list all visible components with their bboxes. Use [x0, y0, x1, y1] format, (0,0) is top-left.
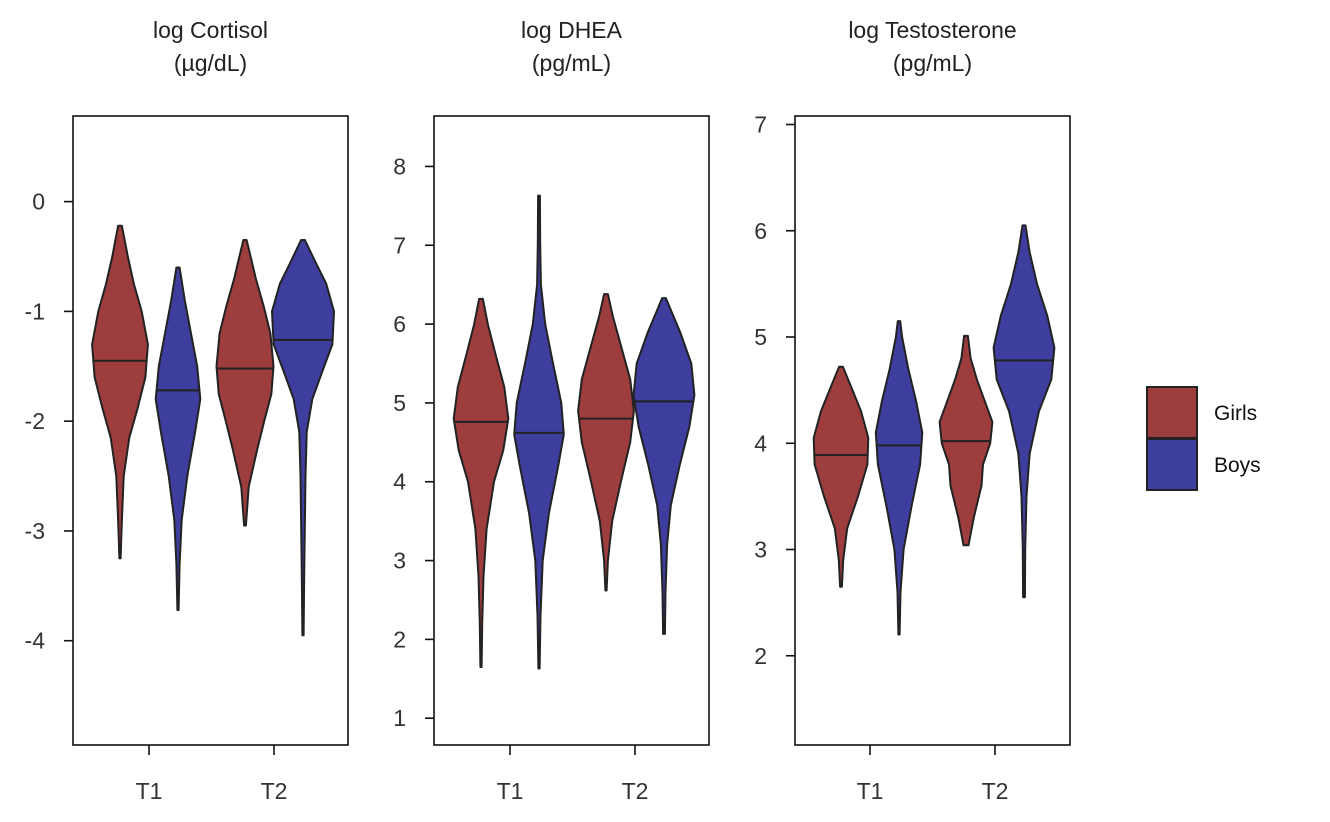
y-tick-label: 3 [754, 537, 767, 563]
violin-boys-t1 [874, 320, 924, 636]
y-tick-label: 2 [393, 626, 406, 652]
legend-label-girls: Girls [1214, 402, 1257, 425]
y-tick-label: 6 [393, 311, 406, 337]
panel-title-line2: (pg/mL) [532, 50, 611, 76]
legend-swatch-girls [1146, 386, 1198, 439]
y-tick-label: 6 [754, 218, 767, 244]
x-tick-label: T1 [857, 778, 884, 804]
y-tick-label: 5 [754, 324, 767, 350]
panel-title-line1: log Cortisol [153, 17, 268, 43]
y-tick-label: 5 [393, 390, 406, 416]
violin-girls-t2 [215, 239, 275, 527]
x-tick-label: T1 [136, 778, 163, 804]
y-tick-label: 7 [393, 232, 406, 258]
x-tick-label: T2 [261, 778, 288, 804]
x-tick-label: T1 [497, 778, 524, 804]
y-tick-label: -1 [25, 298, 45, 324]
legend: Girls Boys [1146, 386, 1261, 491]
panel-2: log DHEA (pg/mL) 8 7 6 5 4 3 2 1 T1 T2 [393, 17, 710, 804]
panel-title-line1: log DHEA [521, 17, 623, 43]
y-tick-label: 8 [393, 153, 406, 179]
plot-frame [794, 115, 1071, 746]
y-tick-label: 4 [754, 430, 767, 456]
y-tick-label: 3 [393, 548, 406, 574]
violin-boys-t2 [632, 297, 696, 635]
y-tick-label: 7 [754, 112, 767, 138]
x-tick-label: T2 [982, 778, 1009, 804]
panel-title-line2: (µg/dL) [174, 50, 247, 76]
panel-title-line2: (pg/mL) [893, 50, 972, 76]
violin-boys-t1 [154, 266, 202, 611]
y-tick-label: 4 [393, 469, 406, 495]
panel-3: log Testosterone (pg/mL) 7 6 5 4 3 2 T1 T2 [754, 17, 1071, 804]
legend-swatch-boys [1146, 438, 1198, 491]
violin-girls-t1 [91, 224, 149, 560]
violin-boys-t2 [271, 239, 335, 637]
y-tick-label: -2 [25, 408, 45, 434]
y-tick-label: 0 [32, 189, 45, 215]
plot-frame [72, 115, 349, 746]
y-tick-label: 2 [754, 643, 767, 669]
violin-boys-t2 [992, 224, 1056, 599]
plot-frame [433, 115, 710, 746]
x-tick-label: T2 [622, 778, 649, 804]
violin-girls-t1 [812, 365, 870, 588]
violin-girls-t2 [577, 293, 635, 592]
legend-label-boys: Boys [1214, 454, 1261, 477]
y-tick-label: -4 [25, 628, 46, 654]
violin-girls-t1 [452, 297, 510, 668]
panel-1: log Cortisol (µg/dL) 0 -1 -2 -3 -4 T1 T2 [25, 17, 349, 804]
y-tick-label: -3 [25, 518, 45, 544]
y-tick-label: 1 [393, 705, 406, 731]
panel-title-line1: log Testosterone [848, 17, 1016, 43]
